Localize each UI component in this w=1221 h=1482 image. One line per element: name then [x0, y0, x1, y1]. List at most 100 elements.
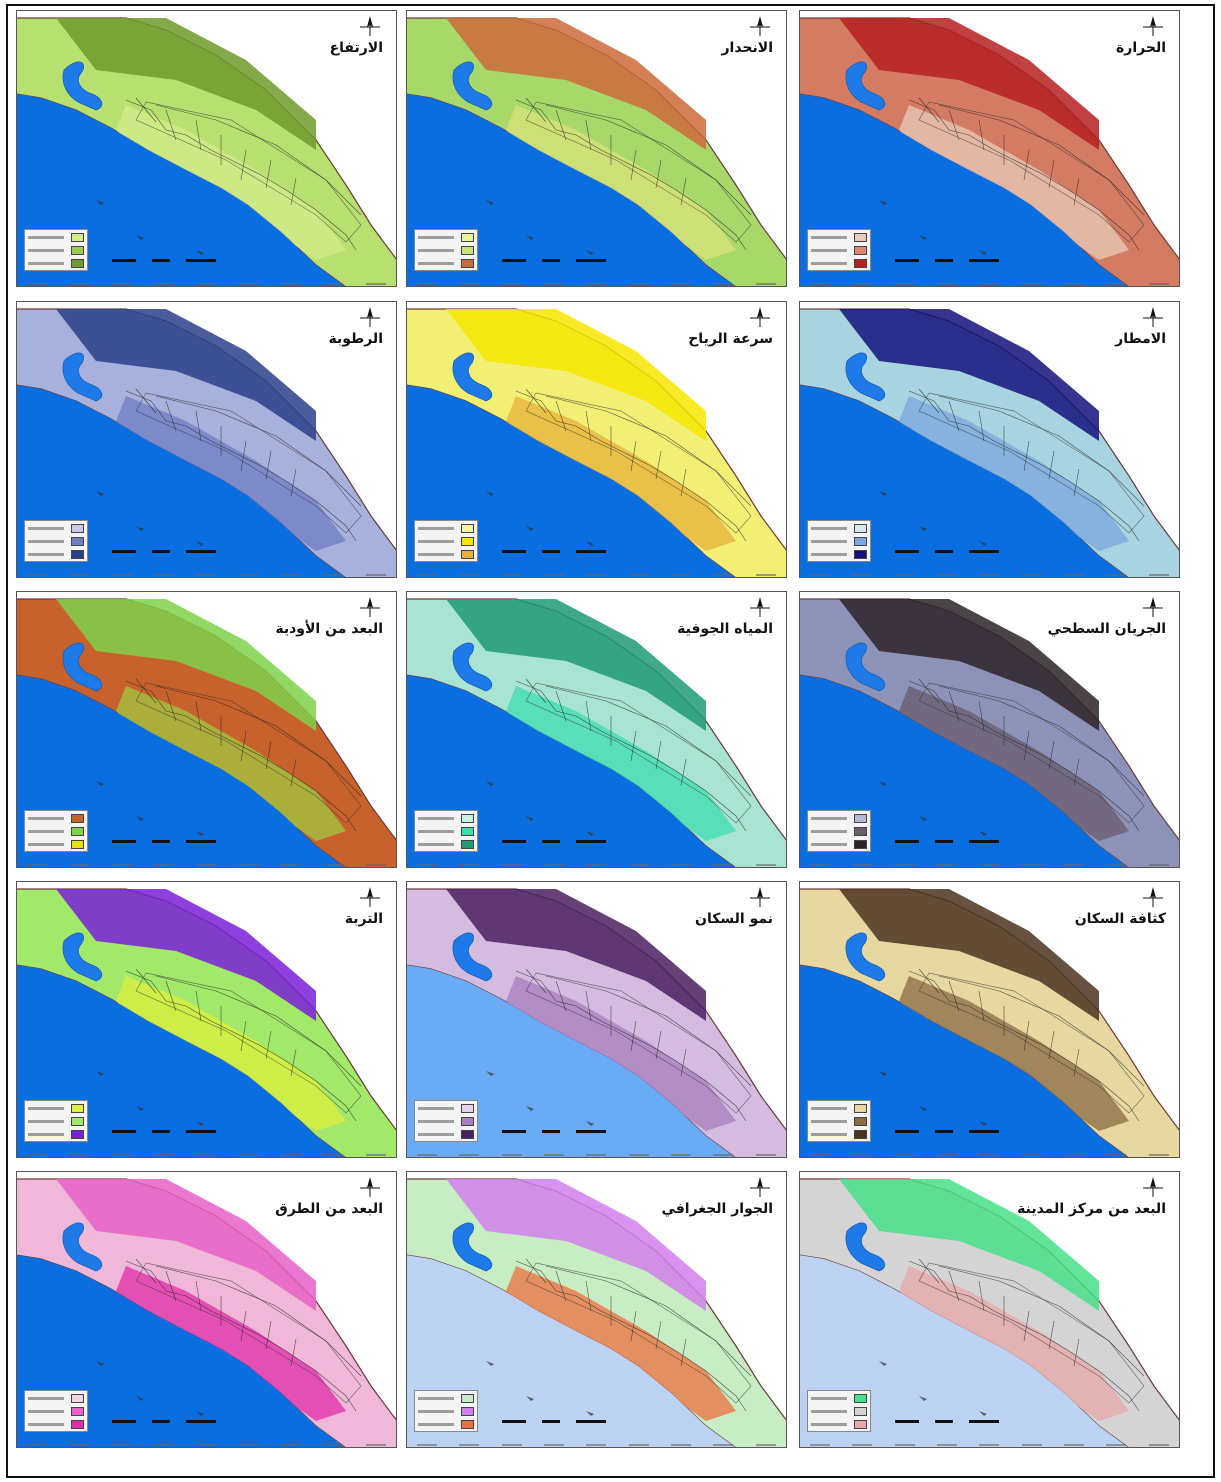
map-legend: [414, 1100, 478, 1142]
zone-mid: [506, 396, 736, 551]
coordinate-ticks: [16, 280, 397, 287]
urban-boundary: [525, 972, 752, 1114]
zone-high: [839, 309, 1099, 441]
sea-area: [406, 94, 736, 287]
district-boundaries: [908, 678, 1145, 832]
island: [136, 1106, 144, 1111]
urban-boundary: [525, 101, 752, 243]
sea-area: [799, 1255, 1129, 1448]
urban-boundary: [918, 1262, 1145, 1404]
coordinate-ticks: [16, 1151, 397, 1158]
sea-area: [16, 675, 346, 868]
coordinate-ticks: [799, 1151, 1180, 1158]
district-boundaries: [125, 97, 362, 251]
lagoon: [62, 932, 103, 982]
zone-mid: [506, 976, 736, 1131]
coordinate-ticks: [799, 1441, 1180, 1448]
north-arrow-icon: [1143, 307, 1163, 327]
legend-item: [811, 257, 867, 269]
legend-item: [418, 1418, 474, 1430]
zone-mid: [116, 396, 346, 551]
zone-high: [56, 599, 316, 731]
island: [586, 250, 594, 255]
urban-boundary: [135, 392, 362, 534]
map-panel: البعد من الطرق: [16, 1171, 397, 1448]
lagoon: [845, 352, 886, 402]
island: [96, 1361, 104, 1366]
map-panel: الانحدار: [406, 10, 787, 287]
legend-item: [28, 522, 84, 534]
sea-area: [16, 94, 346, 287]
urban-boundary: [918, 682, 1145, 824]
lagoon: [62, 1222, 103, 1272]
island: [979, 541, 987, 546]
island: [196, 1121, 204, 1126]
urban-boundary: [135, 1262, 362, 1404]
lagoon: [845, 1222, 886, 1272]
island: [96, 200, 104, 205]
island: [979, 831, 987, 836]
map-title: الرطوبة: [328, 331, 383, 347]
sea-area: [799, 94, 1129, 287]
scale-bar: [502, 834, 632, 844]
legend-item: [418, 244, 474, 256]
urban-boundary: [525, 1262, 752, 1404]
scale-bar: [895, 1124, 1025, 1134]
district-boundaries: [125, 678, 362, 832]
legend-item: [28, 1102, 84, 1114]
island: [486, 1071, 494, 1076]
island: [979, 250, 987, 255]
island: [586, 541, 594, 546]
map-title: الارتفاع: [329, 40, 383, 56]
coordinate-ticks: [406, 280, 787, 287]
map-legend: [24, 229, 88, 271]
map-panel: التربة: [16, 881, 397, 1158]
island: [486, 781, 494, 786]
lagoon: [452, 61, 493, 111]
legend-item: [811, 231, 867, 243]
legend-item: [418, 1405, 474, 1417]
zone-mid: [899, 976, 1129, 1131]
sea-area: [16, 385, 346, 578]
legend-item: [418, 1115, 474, 1127]
urban-boundary: [525, 682, 752, 824]
legend-item: [811, 1418, 867, 1430]
island: [486, 1361, 494, 1366]
island: [526, 1106, 534, 1111]
island: [586, 831, 594, 836]
map-canvas: [406, 1171, 787, 1448]
scale-bar: [502, 253, 632, 263]
north-arrow-icon: [750, 597, 770, 617]
zone-high: [446, 599, 706, 731]
map-panel: الرطوبة: [16, 301, 397, 578]
map-panel: الامطار: [799, 301, 1180, 578]
island: [196, 250, 204, 255]
legend-item: [418, 535, 474, 547]
zone-high: [56, 18, 316, 150]
north-arrow-icon: [750, 1177, 770, 1197]
urban-boundary: [918, 392, 1145, 534]
north-arrow-icon: [750, 307, 770, 327]
coordinate-ticks: [16, 1441, 397, 1448]
island: [196, 541, 204, 546]
legend-item: [811, 244, 867, 256]
scale-bar: [112, 834, 242, 844]
lagoon: [845, 61, 886, 111]
legend-item: [811, 522, 867, 534]
scale-bar: [895, 253, 1025, 263]
map-legend: [24, 520, 88, 562]
island: [486, 200, 494, 205]
island: [919, 526, 927, 531]
district-boundaries: [125, 388, 362, 542]
legend-item: [418, 838, 474, 850]
map-canvas: [406, 591, 787, 868]
island: [586, 1411, 594, 1416]
zone-mid: [899, 686, 1129, 841]
legend-item: [28, 548, 84, 560]
island: [919, 1106, 927, 1111]
island: [879, 200, 887, 205]
north-arrow-icon: [360, 1177, 380, 1197]
coordinate-ticks: [799, 571, 1180, 578]
legend-item: [418, 825, 474, 837]
lagoon: [845, 932, 886, 982]
